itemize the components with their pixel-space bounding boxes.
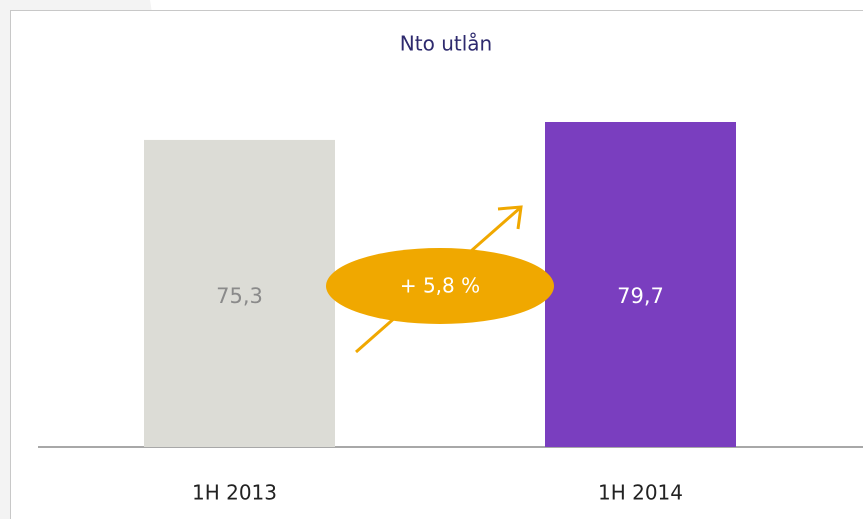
- annotation: + 5,8 %: [400, 274, 480, 298]
- chart-title: Nto utlån: [400, 32, 492, 56]
- arrow-head: [497, 205, 523, 230]
- annotation-bubble: [326, 248, 554, 324]
- bars: 75,3 1H 2013 79,7 1H 2014: [144, 122, 736, 505]
- x-tick-label: 1H 2014: [598, 481, 683, 505]
- bar: [545, 122, 736, 447]
- value-label: 75,3: [216, 284, 263, 308]
- bar: [144, 139, 335, 448]
- value-label: 79,7: [617, 284, 664, 308]
- x-tick-label: 1H 2013: [192, 481, 277, 505]
